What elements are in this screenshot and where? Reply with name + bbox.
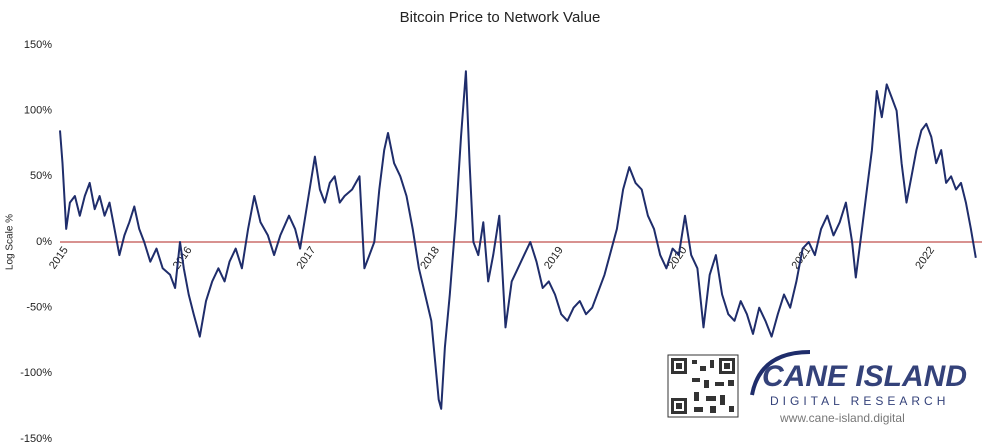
price-line — [59, 70, 977, 410]
x-tick-label: 2015 — [47, 245, 71, 272]
y-tick-label: 100% — [24, 105, 52, 117]
y-tick-label: 0% — [36, 236, 52, 248]
logo-tagline: DIGITAL RESEARCH — [770, 394, 949, 408]
chart-title: Bitcoin Price to Network Value — [400, 9, 601, 26]
y-tick-label: 50% — [30, 170, 52, 182]
logo-swoosh — [750, 350, 811, 396]
x-tick-label: 2019 — [542, 245, 566, 272]
y-tick-label: -150% — [20, 433, 52, 445]
x-tick-label: 2022 — [913, 245, 937, 272]
qr-code — [667, 354, 739, 418]
y-tick-label: 150% — [24, 39, 52, 51]
x-tick-label: 2017 — [294, 245, 318, 272]
logo-url: www.cane-island.digital — [779, 411, 905, 425]
y-tick-label: -50% — [26, 302, 52, 314]
logo-name: CANE ISLAND — [762, 360, 967, 393]
y-tick-label: -100% — [20, 367, 52, 379]
y-axis-label: Log Scale % — [5, 214, 16, 270]
x-tick-label: 2018 — [418, 245, 442, 272]
